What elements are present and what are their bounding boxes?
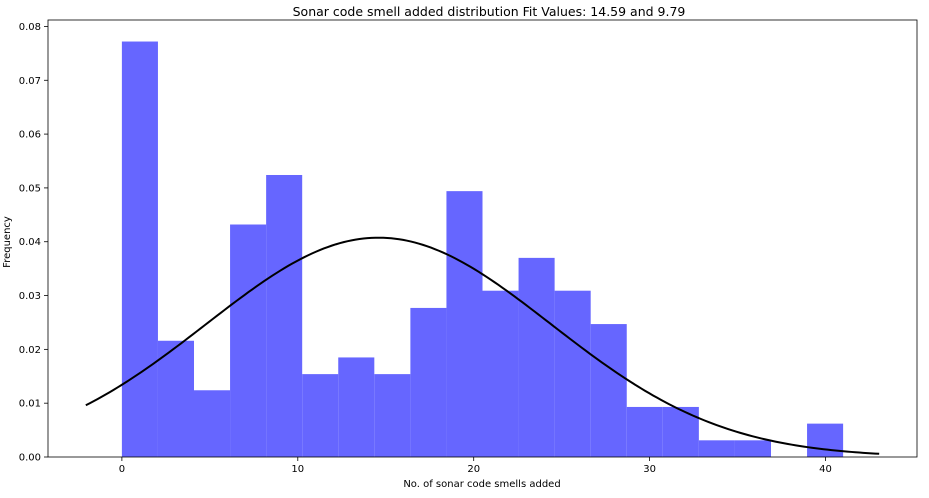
y-axis-ticks: 0.00 0.01 0.02 0.03 0.04 0.05 0.06 0.07 0.08: [19, 22, 48, 464]
histogram-bar-1: [157, 340, 195, 457]
y-tick-label: 0.03: [19, 291, 41, 302]
histogram-bar-15: [662, 406, 699, 457]
x-axis-ticks: 0 10 20 30 40: [119, 457, 832, 475]
plot-frame: [47, 19, 918, 458]
histogram-bar-7: [374, 374, 411, 457]
histogram-bar-4: [266, 174, 303, 458]
x-axis-label: No. of sonar code smells added: [403, 479, 560, 490]
histogram-bar-18: [807, 423, 844, 457]
y-tick-label: 0.08: [19, 22, 41, 33]
histogram-bars: [121, 41, 844, 458]
y-tick-label: 0.07: [19, 76, 41, 87]
x-tick-label: 30: [643, 464, 656, 475]
histogram-bar-2: [194, 390, 231, 457]
y-tick-label: 0.05: [19, 183, 41, 194]
normal-fit-curve: [85, 236, 880, 455]
x-tick-label: 0: [119, 464, 125, 475]
histogram-bar-5: [302, 374, 339, 457]
x-tick-label: 20: [467, 464, 480, 475]
y-tick-label: 0.01: [19, 399, 41, 410]
histogram-bar-6: [338, 357, 375, 457]
y-tick-label: 0.04: [19, 237, 41, 248]
histogram-bar-11: [518, 257, 555, 457]
histogram-bar-8: [410, 307, 447, 457]
histogram-bar-0: [121, 41, 158, 457]
chart-title: Sonar code smell added distribution Fit …: [293, 4, 686, 19]
y-axis-label: Frequency: [2, 216, 13, 268]
x-tick-label: 40: [819, 464, 832, 475]
histogram-bar-12: [554, 290, 591, 457]
histogram-bar-17: [734, 440, 771, 457]
histogram-bar-10: [482, 290, 519, 457]
histogram-bar-16: [698, 440, 735, 457]
histogram-bar-14: [626, 406, 663, 457]
x-tick-label: 10: [291, 464, 304, 475]
histogram-bar-13: [590, 324, 627, 457]
histogram-bar-3: [230, 224, 267, 457]
y-tick-label: 0.06: [19, 130, 41, 141]
y-tick-label: 0.02: [19, 345, 41, 356]
histogram-bar-9: [446, 191, 483, 458]
y-tick-label: 0.00: [19, 453, 41, 464]
